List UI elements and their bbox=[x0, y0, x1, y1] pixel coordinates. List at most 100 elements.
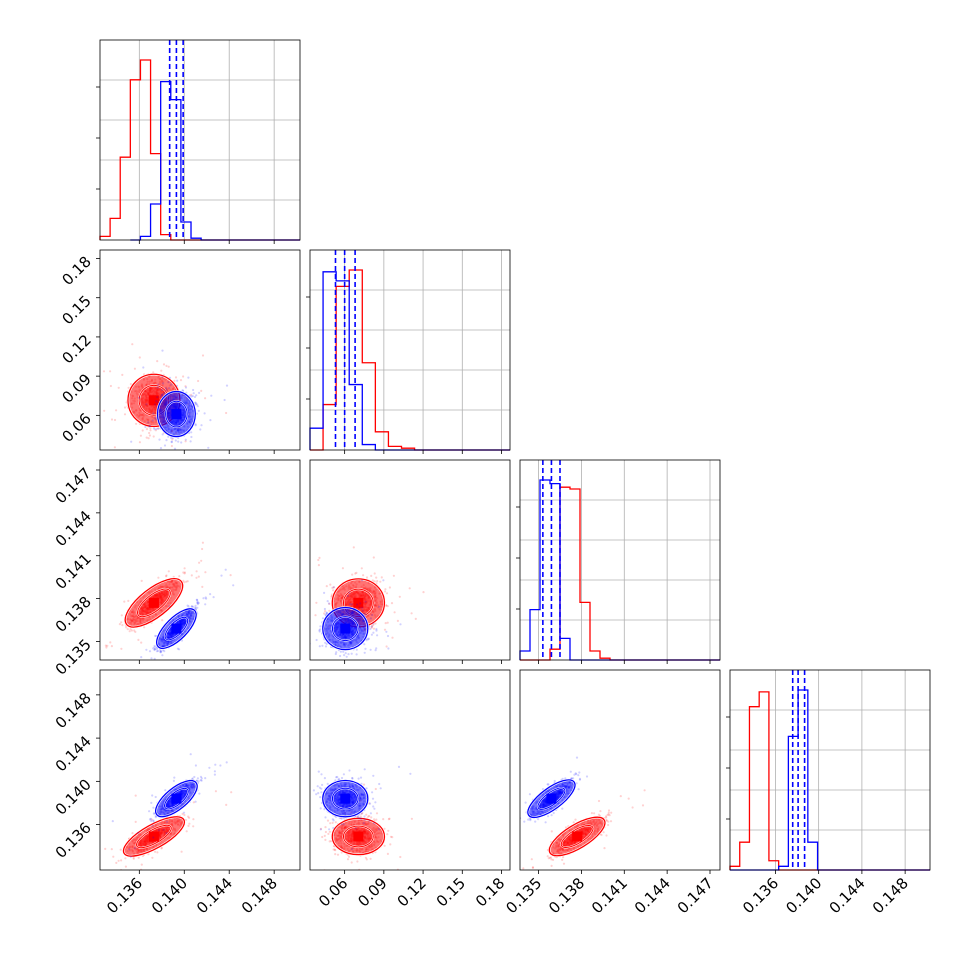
red-sample-point bbox=[123, 600, 126, 603]
red-sample-point bbox=[151, 856, 154, 859]
blue-sample-point bbox=[151, 419, 154, 422]
red-histogram-step bbox=[520, 486, 720, 661]
red-sample-point bbox=[167, 365, 170, 368]
blue-sample-point bbox=[153, 657, 156, 660]
blue-sample-point bbox=[161, 388, 164, 392]
red-sample-point bbox=[384, 588, 387, 591]
blue-sample-point bbox=[209, 593, 212, 596]
red-sample-point bbox=[120, 621, 123, 624]
red-sample-point bbox=[170, 444, 173, 448]
blue-sample-point bbox=[209, 419, 212, 422]
blue-sample-point bbox=[137, 396, 141, 399]
blue-sample-point bbox=[152, 647, 155, 650]
blue-histogram-step bbox=[309, 271, 510, 451]
blue-sample-point bbox=[189, 753, 192, 756]
blue-sample-point bbox=[374, 649, 377, 652]
blue-sample-point bbox=[342, 650, 345, 653]
blue-sample-point bbox=[157, 649, 160, 653]
red-sample-point bbox=[372, 627, 376, 630]
blue-sample-point bbox=[362, 667, 364, 669]
red-sample-point bbox=[200, 559, 203, 562]
red-sample-point bbox=[375, 576, 378, 579]
blue-sample-point bbox=[204, 603, 207, 606]
red-sample-point bbox=[152, 435, 155, 438]
blue-sample-point bbox=[203, 412, 206, 415]
red-sample-point bbox=[110, 418, 114, 421]
red-sample-point bbox=[188, 822, 191, 825]
red-sample-point bbox=[201, 541, 204, 544]
blue-sample-point bbox=[369, 617, 372, 620]
blue-sample-point bbox=[359, 602, 362, 605]
red-sample-point bbox=[104, 847, 107, 851]
blue-sample-point bbox=[170, 383, 173, 386]
blue-sample-point bbox=[160, 650, 163, 653]
red-sample-point bbox=[306, 606, 308, 608]
scatter-p3-0 bbox=[104, 753, 233, 878]
blue-sample-point bbox=[168, 387, 171, 390]
red-sample-point bbox=[120, 614, 123, 617]
blue-sample-point bbox=[157, 829, 160, 832]
blue-sample-point bbox=[324, 645, 328, 648]
red-sample-point bbox=[124, 865, 127, 868]
histogram-p0-0-frame bbox=[99, 39, 301, 241]
blue-sample-point bbox=[196, 405, 199, 408]
blue-sample-point bbox=[170, 436, 173, 439]
blue-sample-point bbox=[190, 435, 193, 439]
red-sample-point bbox=[117, 386, 120, 389]
red-sample-point bbox=[187, 815, 190, 818]
red-sample-point bbox=[379, 580, 382, 583]
red-sample-point bbox=[360, 567, 363, 570]
red-sample-point bbox=[110, 848, 113, 851]
blue-sample-point bbox=[196, 601, 199, 605]
red-sample-point bbox=[131, 343, 134, 346]
blue-sample-point bbox=[195, 394, 198, 397]
blue-contour-outer bbox=[156, 608, 197, 649]
blue-sample-point bbox=[361, 606, 364, 609]
red-sample-point bbox=[160, 847, 163, 850]
red-sample-point bbox=[106, 644, 109, 647]
histogram-p1-1-frame bbox=[309, 249, 511, 451]
blue-sample-point bbox=[365, 639, 368, 642]
blue-sample-point bbox=[193, 775, 196, 779]
blue-sample-point bbox=[363, 651, 366, 654]
blue-sample-point bbox=[161, 654, 164, 657]
red-sample-point bbox=[317, 564, 320, 567]
blue-sample-point bbox=[196, 606, 199, 609]
red-sample-point bbox=[328, 609, 331, 612]
blue-sample-point bbox=[165, 439, 168, 442]
blue-histogram-step bbox=[519, 479, 720, 661]
blue-sample-point bbox=[190, 605, 193, 608]
scatter-p2-0-frame bbox=[99, 459, 301, 661]
red-sample-point bbox=[104, 644, 107, 647]
blue-sample-point bbox=[212, 454, 214, 456]
blue-sample-point bbox=[370, 625, 373, 628]
blue-sample-point bbox=[200, 424, 203, 427]
blue-contour-outer bbox=[322, 606, 369, 651]
blue-sample-point bbox=[361, 609, 364, 612]
red-sample-point bbox=[172, 575, 175, 578]
blue-sample-point bbox=[194, 607, 197, 610]
blue-sample-point bbox=[156, 386, 159, 389]
red-sample-point bbox=[120, 876, 122, 878]
blue-sample-point bbox=[277, 608, 279, 610]
red-sample-point bbox=[121, 624, 124, 627]
blue-sample-point bbox=[225, 384, 229, 387]
red-sample-point bbox=[154, 850, 157, 853]
red-sample-point bbox=[115, 409, 118, 412]
red-sample-point bbox=[180, 850, 183, 853]
red-sample-point bbox=[183, 572, 186, 575]
blue-sample-point bbox=[162, 828, 165, 831]
red-contour-inner-line bbox=[136, 824, 172, 849]
red-sample-point bbox=[192, 801, 195, 804]
blue-sample-point bbox=[355, 648, 358, 651]
red-sample-point bbox=[331, 586, 334, 590]
blue-sample-point bbox=[170, 441, 173, 444]
scatter-p2-0 bbox=[104, 541, 235, 660]
red-sample-point bbox=[130, 629, 133, 632]
blue-sample-point bbox=[377, 605, 381, 608]
red-sample-point bbox=[370, 625, 373, 628]
blue-sample-point bbox=[164, 789, 167, 792]
histogram-p1-1 bbox=[306, 250, 510, 451]
red-sample-point bbox=[109, 384, 112, 388]
red-sample-point bbox=[197, 575, 200, 578]
